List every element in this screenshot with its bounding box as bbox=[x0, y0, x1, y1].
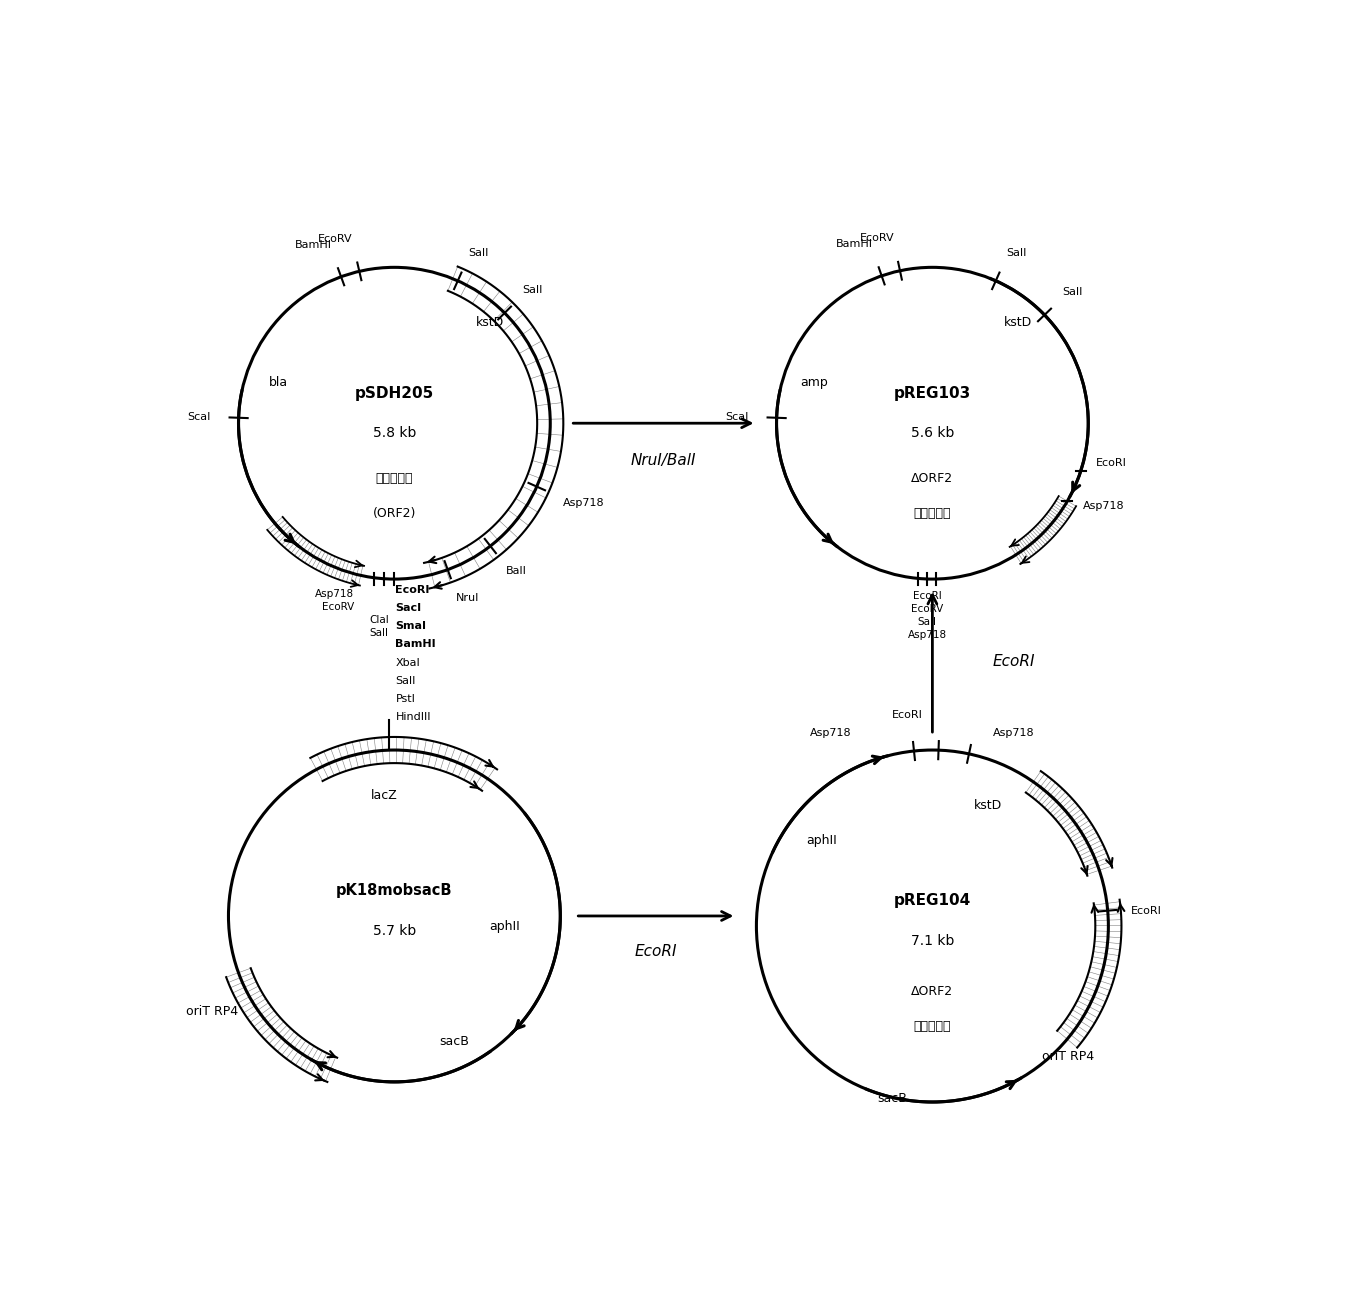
Text: (ORF2): (ORF2) bbox=[372, 507, 416, 520]
Text: kstD: kstD bbox=[974, 799, 1001, 812]
Text: amp: amp bbox=[800, 376, 828, 389]
Text: Asp718: Asp718 bbox=[993, 727, 1034, 738]
Text: 5.6 kb: 5.6 kb bbox=[911, 426, 953, 440]
Text: XbaI: XbaI bbox=[395, 658, 420, 667]
Text: SalI: SalI bbox=[468, 248, 488, 257]
Text: EcoRV: EcoRV bbox=[859, 234, 895, 243]
Text: BalI: BalI bbox=[506, 565, 527, 576]
Text: EcoRI: EcoRI bbox=[1130, 906, 1161, 916]
Text: pSDH205: pSDH205 bbox=[354, 385, 434, 401]
Text: EcoRI: EcoRI bbox=[892, 710, 922, 720]
Text: BamHI: BamHI bbox=[395, 640, 436, 649]
Text: oriT RP4: oriT RP4 bbox=[1042, 1050, 1094, 1063]
Text: sacB: sacB bbox=[439, 1036, 469, 1049]
Text: EcoRV: EcoRV bbox=[911, 605, 944, 614]
Text: SalI: SalI bbox=[369, 628, 389, 639]
Text: SalI: SalI bbox=[395, 675, 416, 686]
Text: SalI: SalI bbox=[1005, 248, 1026, 257]
Text: ScaI: ScaI bbox=[187, 411, 211, 422]
Text: Asp718: Asp718 bbox=[315, 589, 354, 599]
Text: aphII: aphII bbox=[806, 835, 837, 848]
Text: ΔORF2: ΔORF2 bbox=[911, 985, 953, 998]
Text: SalI: SalI bbox=[523, 285, 543, 295]
Text: sacB: sacB bbox=[877, 1092, 907, 1105]
Text: pK18mobsacB: pK18mobsacB bbox=[337, 883, 453, 899]
Text: EcoRI: EcoRI bbox=[395, 585, 430, 596]
Text: SmaI: SmaI bbox=[395, 622, 427, 631]
Text: PstI: PstI bbox=[395, 693, 416, 704]
Text: Asp718: Asp718 bbox=[810, 727, 852, 738]
Text: EcoRI: EcoRI bbox=[1096, 458, 1127, 469]
Text: bla: bla bbox=[269, 376, 289, 389]
Text: Asp718: Asp718 bbox=[562, 498, 605, 508]
Text: lacZ: lacZ bbox=[371, 789, 398, 802]
Text: BamHI: BamHI bbox=[294, 240, 331, 251]
Text: EcoRI: EcoRI bbox=[635, 944, 677, 959]
Text: 7.1 kb: 7.1 kb bbox=[911, 934, 953, 948]
Text: pREG103: pREG103 bbox=[893, 385, 971, 401]
Text: aphII: aphII bbox=[490, 919, 520, 932]
Text: （调节子）: （调节子） bbox=[376, 471, 413, 485]
Text: ΔORF2: ΔORF2 bbox=[911, 471, 953, 485]
Text: SalI: SalI bbox=[918, 618, 937, 627]
Text: EcoRV: EcoRV bbox=[321, 602, 354, 613]
Text: EcoRV: EcoRV bbox=[319, 234, 353, 244]
Text: kstD: kstD bbox=[476, 316, 503, 329]
Text: pREG104: pREG104 bbox=[893, 893, 971, 909]
Text: Asp718: Asp718 bbox=[908, 631, 947, 640]
Text: （调节子）: （调节子） bbox=[914, 507, 951, 520]
Text: （调节子）: （调节子） bbox=[914, 1020, 951, 1033]
Text: ScaI: ScaI bbox=[725, 411, 748, 422]
Text: EcoRI: EcoRI bbox=[912, 592, 941, 601]
Text: SacI: SacI bbox=[395, 603, 421, 614]
Text: 5.8 kb: 5.8 kb bbox=[372, 426, 416, 440]
Text: SalI: SalI bbox=[1063, 287, 1083, 298]
Text: EcoRI: EcoRI bbox=[993, 654, 1036, 669]
Text: NruI/BalI: NruI/BalI bbox=[631, 453, 696, 468]
Text: BamHI: BamHI bbox=[836, 239, 873, 249]
Text: NruI: NruI bbox=[457, 593, 480, 603]
Text: HindIII: HindIII bbox=[395, 712, 431, 722]
Text: 5.7 kb: 5.7 kb bbox=[372, 925, 416, 938]
Text: oriT RP4: oriT RP4 bbox=[186, 1006, 238, 1017]
Text: ClaI: ClaI bbox=[369, 615, 389, 626]
Text: kstD: kstD bbox=[1004, 316, 1031, 329]
Text: Asp718: Asp718 bbox=[1082, 502, 1124, 511]
